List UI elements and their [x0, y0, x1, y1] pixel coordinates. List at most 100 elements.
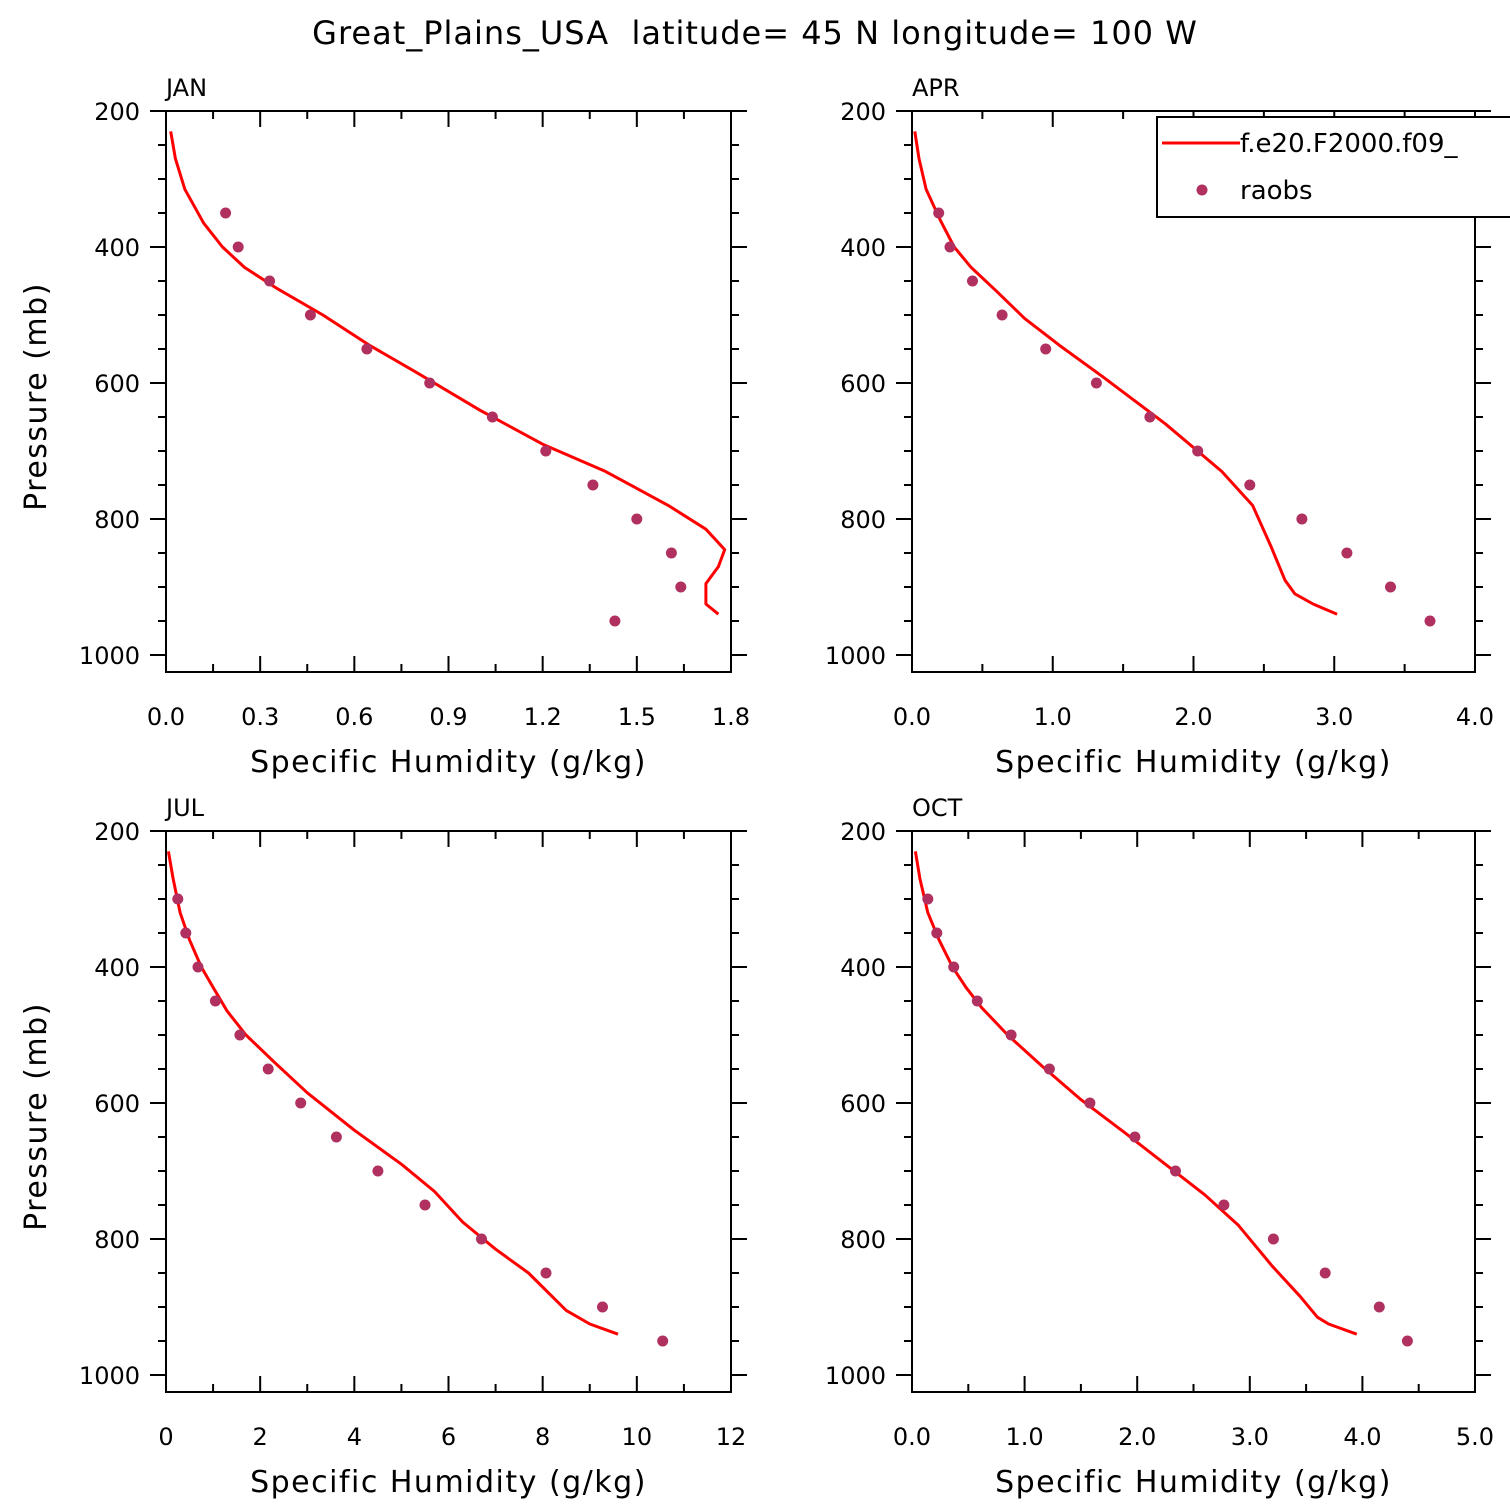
x-tick-label: 2.0: [1118, 1423, 1156, 1451]
x-axis-label: Specific Humidity (g/kg): [250, 1465, 647, 1500]
legend-obs-label: raobs: [1240, 176, 1313, 206]
legend-marker-swatch: [1196, 184, 1208, 196]
y-tick-label: 600: [94, 370, 140, 398]
panel-label-oct: OCT: [912, 794, 963, 822]
raobs-point: [220, 207, 232, 219]
raobs-point: [372, 1165, 384, 1177]
panel-label-jan: JAN: [164, 74, 207, 102]
x-axis-label: Specific Humidity (g/kg): [250, 745, 647, 780]
y-tick-label: 1000: [825, 1362, 886, 1390]
x-tick-label: 8: [535, 1423, 550, 1451]
raobs-point: [1005, 1029, 1017, 1041]
raobs-point: [540, 445, 552, 457]
legend: f.e20.F2000.f09_raobs: [1156, 116, 1510, 218]
raobs-point: [1043, 1063, 1055, 1075]
raobs-point: [330, 1131, 342, 1143]
y-tick-label: 600: [840, 1090, 886, 1118]
raobs-point: [931, 927, 943, 939]
legend-model-label: f.e20.F2000.f09_: [1240, 129, 1458, 159]
x-tick-label: 0: [158, 1423, 173, 1451]
raobs-point: [172, 893, 184, 905]
raobs-point: [1296, 513, 1308, 525]
legend-box: [1156, 116, 1510, 218]
raobs-point: [192, 961, 204, 973]
raobs-point: [540, 1267, 552, 1279]
panel-label-jul: JUL: [164, 794, 205, 822]
raobs-point: [587, 479, 599, 491]
raobs-point: [486, 411, 498, 423]
y-axis-label: Pressure (mb): [19, 282, 54, 511]
x-tick-label: 0.0: [893, 703, 931, 731]
raobs-point: [948, 961, 960, 973]
panel-label-apr: APR: [912, 74, 960, 102]
raobs-point: [971, 995, 983, 1007]
raobs-point: [476, 1233, 487, 1245]
raobs-point: [262, 1063, 274, 1075]
raobs-point: [933, 207, 945, 219]
raobs-point: [657, 1335, 669, 1347]
raobs-point: [1218, 1199, 1230, 1211]
x-tick-label: 1.8: [712, 703, 750, 731]
panel-apr: APR 0.0 1.0 2.0 3.0 4.0 200 400 600 800 1000 Specif…: [825, 74, 1510, 780]
raobs-point: [234, 1029, 246, 1041]
x-tick-label: 0.9: [429, 703, 467, 731]
raobs-point: [1144, 411, 1156, 423]
x-tick-label: 0.0: [147, 703, 185, 731]
raobs-point: [996, 309, 1008, 321]
figure-title: Great_Plains_USA latitude= 45 N longitud…: [312, 14, 1198, 52]
y-tick-label: 400: [840, 234, 886, 262]
x-tick-label: 5.0: [1456, 1423, 1494, 1451]
x-tick-label: 12: [716, 1423, 747, 1451]
raobs-point: [1373, 1301, 1385, 1313]
x-tick-label: 0.0: [893, 1423, 931, 1451]
raobs-point: [944, 241, 956, 253]
y-tick-label: 1000: [79, 642, 140, 670]
y-tick-label: 1000: [825, 642, 886, 670]
raobs-point: [1129, 1131, 1141, 1143]
x-tick-label: 0.3: [241, 703, 279, 731]
panel-oct: OCT 0.0 1.0 2.0 3.0 4.0 5.0 200 400 600 800 1000 Spe…: [825, 794, 1494, 1500]
raobs-point: [1401, 1335, 1413, 1347]
y-tick-label: 1000: [79, 1362, 140, 1390]
x-tick-label: 4.0: [1456, 703, 1494, 731]
y-tick-label: 400: [840, 954, 886, 982]
y-tick-label: 600: [840, 370, 886, 398]
raobs-point: [424, 377, 436, 389]
x-tick-label: 3.0: [1315, 703, 1353, 731]
raobs-point: [922, 893, 934, 905]
raobs-point: [1341, 547, 1353, 559]
y-tick-label: 800: [94, 506, 140, 534]
y-tick-label: 800: [840, 1226, 886, 1254]
y-tick-label: 400: [94, 234, 140, 262]
y-tick-label: 200: [94, 98, 140, 126]
model-line-jan: [169, 131, 727, 616]
model-line-oct: [913, 851, 1358, 1336]
x-axis-label: Specific Humidity (g/kg): [995, 745, 1392, 780]
x-tick-label: 4: [347, 1423, 362, 1451]
raobs-point: [1267, 1233, 1279, 1245]
raobs-point: [967, 275, 978, 287]
panel-jul: JUL 0 2 4 6 8 10 12 200 400 600 800 1000 Specific Hum…: [19, 794, 747, 1500]
x-tick-label: 10: [622, 1423, 653, 1451]
y-tick-label: 200: [94, 818, 140, 846]
raobs-point: [232, 241, 244, 253]
raobs-point: [1040, 343, 1052, 355]
raobs-point: [1244, 479, 1256, 491]
y-tick-label: 800: [94, 1226, 140, 1254]
raobs-point: [1319, 1267, 1331, 1279]
x-tick-label: 1.0: [1006, 1423, 1044, 1451]
raobs-point: [597, 1301, 608, 1313]
raobs-point: [419, 1199, 431, 1211]
raobs-point: [295, 1097, 307, 1109]
raobs-point: [264, 275, 276, 287]
x-tick-label: 4.0: [1343, 1423, 1381, 1451]
x-tick-label: 1.0: [1034, 703, 1072, 731]
raobs-point: [665, 547, 677, 559]
x-axis-label: Specific Humidity (g/kg): [995, 1465, 1392, 1500]
raobs-point: [1090, 377, 1102, 389]
raobs-point: [209, 995, 221, 1007]
raobs-point: [1192, 445, 1204, 457]
x-tick-label: 6: [441, 1423, 456, 1451]
y-tick-label: 200: [840, 818, 886, 846]
